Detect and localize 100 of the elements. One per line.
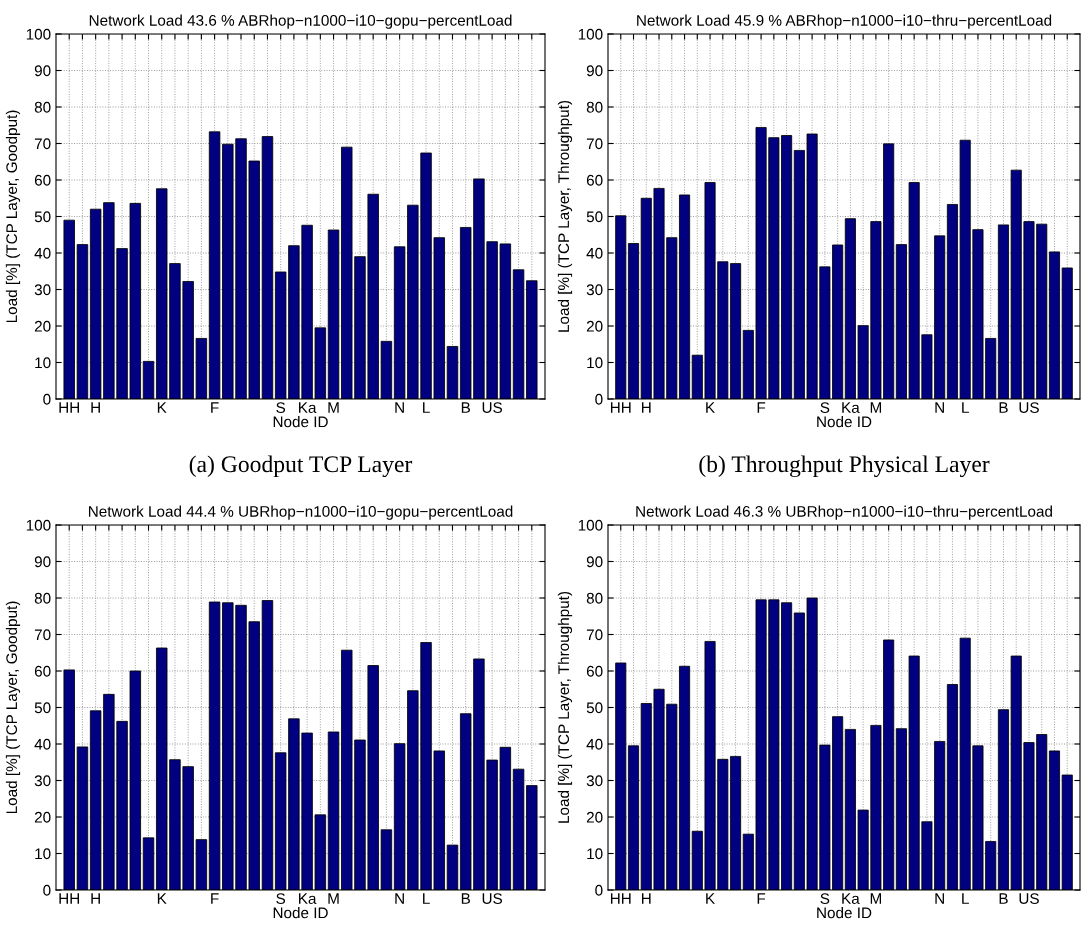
y-axis-title: Load [%] (TCP Layer, Throughput)	[557, 100, 573, 332]
x-tick-label: B	[461, 893, 470, 904]
y-tick-label: 90	[34, 65, 51, 77]
text: (a) Goodput TCP Layer	[189, 455, 413, 478]
y-tick-label: 30	[586, 284, 603, 296]
chart-title: Network Load 46.3 % UBRhop−n1000−i10−thru−percentLoad	[636, 505, 1052, 520]
y-tick-label: 40	[34, 738, 51, 750]
x-tick-label: S	[276, 402, 286, 413]
y-tick-label: 50	[586, 211, 603, 223]
y-tick-label: 0	[595, 884, 603, 896]
x-axis-title: Node ID	[273, 416, 328, 428]
x-tick-label: Ka	[842, 402, 860, 413]
x-tick-label: HH	[59, 893, 79, 904]
y-tick-label: 50	[34, 211, 51, 223]
x-tick-label: F	[211, 893, 219, 904]
x-tick-label: M	[328, 893, 339, 904]
y-tick-label: 20	[586, 320, 603, 332]
y-tick-label: 100	[578, 519, 603, 531]
y-tick-label: 20	[586, 811, 603, 823]
y-axis-title: Load [%] (TCP Layer, Goodput)	[5, 110, 21, 323]
y-tick-label: 20	[34, 811, 51, 823]
x-tick-label: HH	[610, 402, 631, 413]
y-tick-label: 0	[43, 884, 51, 896]
x-tick-label: L	[962, 893, 969, 904]
y-tick-label: 100	[26, 28, 51, 40]
x-tick-label: L	[423, 893, 430, 904]
chart-title: Network Load 44.4 % UBRhop−n1000−i10−gopu−percentLoad	[88, 505, 513, 520]
y-tick-label: 30	[34, 284, 51, 296]
y-tick-label: 90	[34, 556, 51, 568]
x-axis-title: Node ID	[273, 907, 328, 919]
y-tick-label: 80	[586, 592, 603, 604]
x-tick-label: H	[91, 893, 100, 904]
y-tick-label: 60	[34, 174, 51, 186]
x-tick-label: S	[820, 402, 830, 413]
x-tick-label: Ka	[299, 402, 317, 413]
x-tick-label: H	[642, 402, 651, 413]
x-tick-label: N	[395, 893, 404, 904]
x-tick-label: F	[757, 402, 766, 413]
y-tick-label: 10	[587, 848, 603, 860]
text: (b) Throughput Physical Layer	[699, 455, 990, 478]
y-tick-label: 10	[35, 357, 51, 369]
y-tick-label: 50	[34, 702, 51, 714]
x-tick-label: M	[870, 893, 881, 904]
x-tick-label: US	[482, 402, 503, 413]
x-tick-label: N	[395, 402, 404, 413]
x-tick-label: US	[482, 893, 503, 904]
x-tick-label: M	[870, 402, 881, 413]
chart-title: Network Load 45.9 % ABRhop−n1000−i10−thru−percentLoad	[637, 14, 1052, 29]
y-tick-label: 10	[35, 848, 51, 860]
x-tick-label: US	[1019, 402, 1039, 413]
x-tick-label: F	[757, 893, 766, 904]
y-tick-label: 100	[578, 28, 603, 40]
x-tick-label: M	[328, 402, 339, 413]
y-tick-label: 0	[43, 393, 51, 405]
x-tick-label: Ka	[299, 893, 317, 904]
y-tick-label: 40	[586, 738, 603, 750]
y-tick-label: 70	[34, 138, 51, 150]
y-tick-label: 100	[26, 519, 51, 531]
y-tick-label: 30	[34, 775, 51, 787]
y-tick-label: 80	[34, 592, 51, 604]
x-tick-label: N	[935, 402, 944, 413]
x-tick-label: B	[999, 402, 1008, 413]
x-tick-label: N	[935, 893, 944, 904]
x-axis-title: Node ID	[817, 907, 872, 919]
x-tick-label: K	[706, 893, 715, 904]
x-tick-label: K	[706, 402, 715, 413]
y-axis-title: Load [%] (TCP Layer, Goodput)	[5, 601, 21, 814]
y-axis-title: Load [%] (TCP Layer, Throughput)	[557, 591, 573, 823]
y-tick-label: 90	[586, 65, 603, 77]
y-tick-label: 50	[586, 702, 603, 714]
x-tick-label: H	[642, 893, 651, 904]
y-tick-label: 30	[586, 775, 603, 787]
y-tick-label: 40	[586, 247, 603, 259]
y-tick-label: 60	[586, 665, 603, 677]
y-tick-label: 70	[586, 629, 603, 641]
y-tick-label: 20	[34, 320, 51, 332]
y-tick-label: 90	[586, 556, 603, 568]
y-tick-label: 70	[586, 138, 603, 150]
x-tick-label: B	[461, 402, 470, 413]
x-tick-label: K	[157, 402, 167, 413]
x-tick-label: HH	[610, 893, 631, 904]
y-tick-label: 80	[34, 101, 51, 113]
y-tick-label: 10	[587, 357, 603, 369]
x-tick-label: K	[157, 893, 167, 904]
x-tick-label: Ka	[842, 893, 860, 904]
y-tick-label: 80	[586, 101, 603, 113]
x-axis-title: Node ID	[817, 416, 872, 428]
x-tick-label: B	[999, 893, 1008, 904]
chart-title: Network Load 43.6 % ABRhop−n1000−i10−gopu−percentLoad	[89, 14, 512, 29]
y-tick-label: 60	[34, 665, 51, 677]
x-tick-label: H	[91, 402, 100, 413]
x-tick-label: US	[1019, 893, 1039, 904]
x-tick-label: L	[962, 402, 969, 413]
x-tick-label: HH	[59, 402, 79, 413]
x-tick-label: S	[276, 893, 286, 904]
x-tick-label: F	[211, 402, 219, 413]
x-tick-label: L	[423, 402, 430, 413]
y-tick-label: 70	[34, 629, 51, 641]
y-tick-label: 0	[595, 393, 603, 405]
y-tick-label: 60	[586, 174, 603, 186]
